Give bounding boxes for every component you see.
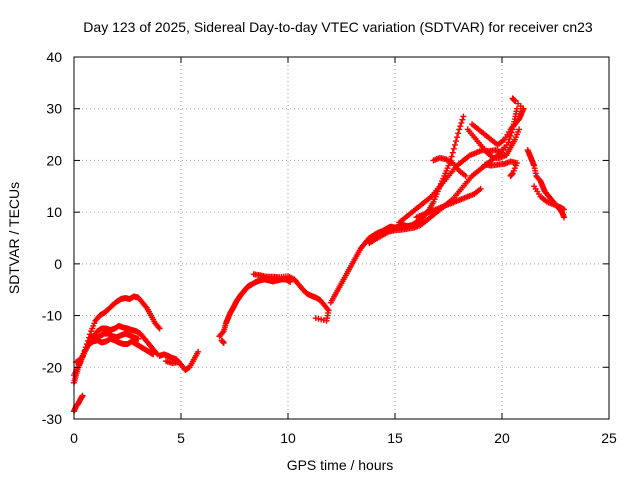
data-point <box>506 136 513 143</box>
series-sat-f <box>156 348 202 373</box>
data-point <box>462 172 469 179</box>
data-point <box>79 392 86 399</box>
data-point <box>507 132 514 139</box>
data-point <box>449 149 456 156</box>
series-sat-d <box>73 335 157 366</box>
data-point <box>195 348 202 355</box>
data-point <box>455 130 462 137</box>
y-tick-label: 40 <box>46 49 62 65</box>
y-tick-label: -30 <box>42 411 62 427</box>
y-tick-label: 0 <box>54 256 62 272</box>
data-point <box>135 335 142 342</box>
data-point <box>175 359 182 366</box>
y-tick-label: 10 <box>46 204 62 220</box>
series-sat-m <box>464 126 523 179</box>
plot-frame <box>73 56 610 420</box>
data-point <box>561 206 568 213</box>
data-point <box>142 303 149 310</box>
y-tick-label: 30 <box>46 101 62 117</box>
data-point <box>456 126 463 133</box>
data-point <box>454 134 461 141</box>
data-marks <box>71 95 568 415</box>
data-point <box>218 337 225 344</box>
series-sat-i <box>327 113 467 306</box>
data-point <box>155 324 162 331</box>
y-axis-label: SDTVAR / TECUs <box>6 182 22 294</box>
axis-ticks <box>73 56 610 420</box>
data-point <box>477 185 484 192</box>
x-tick-label: 20 <box>494 430 510 446</box>
y-tick-label: 20 <box>46 152 62 168</box>
x-tick-label: 25 <box>601 430 617 446</box>
data-point <box>156 325 163 332</box>
data-point <box>505 139 512 146</box>
tick-labels: 0 5 10 15 20 25 -30 -20 -10 0 10 20 30 40 <box>42 49 617 446</box>
data-point <box>561 214 568 221</box>
data-point <box>513 105 520 112</box>
data-point <box>516 126 523 133</box>
data-point <box>458 119 465 126</box>
data-point <box>448 153 455 160</box>
data-point <box>511 97 518 104</box>
data-point <box>460 113 467 120</box>
series-sat-a <box>71 392 86 415</box>
data-point <box>451 141 458 148</box>
data-point <box>452 138 459 145</box>
chart-title: Day 123 of 2025, Sidereal Day-to-day VTE… <box>83 19 593 35</box>
x-tick-label: 10 <box>280 430 296 446</box>
data-point <box>150 351 157 358</box>
data-point <box>457 123 464 130</box>
data-point <box>450 145 457 152</box>
series-sat-g <box>216 276 294 346</box>
grid <box>74 57 609 419</box>
series-sat-e <box>88 330 142 342</box>
data-point <box>459 116 466 123</box>
series-sat-h <box>250 271 332 324</box>
series-sat-l <box>413 154 484 221</box>
data-point <box>507 172 514 179</box>
x-tick-label: 0 <box>70 430 78 446</box>
x-tick-label: 15 <box>387 430 403 446</box>
y-tick-label: -10 <box>42 308 62 324</box>
x-axis-label: GPS time / hours <box>287 457 394 473</box>
data-point <box>312 315 319 322</box>
y-tick-label: -20 <box>42 359 62 375</box>
x-tick-label: 5 <box>177 430 185 446</box>
data-point <box>219 329 226 336</box>
series-sat-n <box>469 95 527 148</box>
series-sat-o <box>524 147 568 221</box>
